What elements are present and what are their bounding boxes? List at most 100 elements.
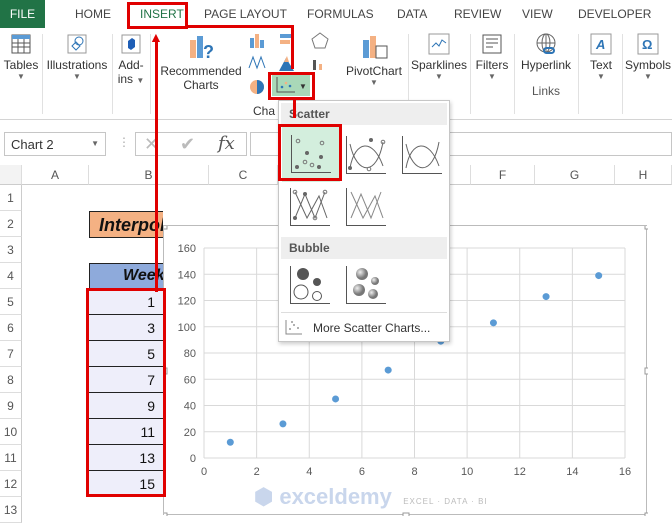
scatter-option-markers[interactable] [282,126,340,182]
data-point [595,272,603,280]
chevron-down-icon: ▼ [91,139,99,148]
insert-function-icon[interactable]: fx [218,133,235,154]
more-icon: ⋮ [118,135,130,149]
row-header[interactable]: 11 [0,445,22,471]
row-header[interactable]: 10 [0,419,22,445]
bar-chart-button[interactable] [278,32,300,53]
name-box[interactable]: Chart 2 ▼ [4,132,106,156]
x-tick-label: 10 [461,466,473,478]
row-header[interactable]: 12 [0,471,22,497]
y-tick-label: 80 [184,348,196,360]
area-chart-button[interactable] [278,54,300,75]
column-header[interactable]: A [22,165,89,185]
tab-formulas[interactable]: FORMULAS [307,7,374,21]
tab-home[interactable]: HOME [75,7,111,21]
week-cell[interactable]: 5 [89,341,163,367]
x-tick-label: 8 [411,466,417,478]
scatter-smooth-lines-markers-icon[interactable] [346,136,386,174]
tab-developer[interactable]: DEVELOPER [578,7,652,21]
filters-label: Filters [475,58,509,72]
title-cell[interactable]: Interpolate in Exc [89,211,163,238]
insert-tab-highlight [127,2,188,29]
symbols-button[interactable]: Ω Symbols ▼ [624,28,672,118]
column-chart-button[interactable] [248,32,270,53]
scatter-smooth-lines-icon[interactable] [402,136,442,174]
arrow-up-icon: ▲ [149,29,163,45]
column-chart-icon [250,34,264,48]
sparklines-button[interactable]: Sparklines ▼ [410,28,468,118]
x-tick-label: 4 [306,466,312,478]
chevron-down-icon: ▼ [488,72,496,81]
links-group-label: Links [531,84,560,98]
column-header[interactable]: F [471,165,535,185]
tab-page-layout[interactable]: PAGE LAYOUT [204,7,287,21]
addins-label-2: ins ▼ [117,72,145,86]
scatter-chart-button[interactable]: ▼ [272,74,310,96]
more-scatter-charts-item[interactable]: More Scatter Charts... [283,319,447,337]
svg-text:?: ? [203,42,214,62]
tab-insert[interactable]: INSERT [140,7,184,21]
symbols-label: Symbols [624,58,671,72]
week-cell[interactable]: 1 [89,289,163,315]
hyperlink-button[interactable]: Hyperlink Links [516,28,576,118]
pie-chart-button[interactable] [248,78,270,99]
y-tick-label: 0 [190,453,196,465]
area-chart-icon [279,56,294,71]
recommended-charts-button[interactable]: ? Recommended Charts [158,28,244,118]
addins-button[interactable]: Add-ins ▼ [115,28,147,118]
pivotchart-button[interactable]: PivotChart ▼ [342,28,406,118]
watermark-tag: EXCEL · DATA · BI [403,497,488,506]
text-box-icon: A [590,33,612,55]
scatter-straight-lines-markers-icon[interactable] [290,188,330,226]
radar-chart-button[interactable] [310,32,332,53]
row-header[interactable]: 5 [0,289,22,315]
addins-icon [121,34,141,54]
ribbon: Tables ▼ Illustrations ▼ Add-ins ▼ ? Recom… [0,28,672,120]
column-header[interactable]: B [89,165,209,185]
x-tick-label: 6 [359,466,365,478]
y-tick-label: 20 [184,427,196,439]
bubble-chart-icon[interactable] [290,266,330,304]
y-tick-label: 40 [184,401,196,413]
week-cell[interactable]: 7 [89,367,163,393]
text-button[interactable]: A Text ▼ [582,28,620,118]
more-scatter-charts-label: More Scatter Charts... [313,321,431,335]
data-range-highlight [86,288,166,497]
select-all-button[interactable] [0,165,22,185]
check-icon[interactable]: ✔ [180,134,196,154]
row-header[interactable]: 6 [0,315,22,341]
week-cell[interactable]: 3 [89,315,163,341]
recommended-charts-icon: ? [190,36,214,62]
week-cell[interactable]: 11 [89,419,163,445]
3d-bubble-chart-icon[interactable] [346,266,386,304]
scatter-dropdown-menu: Scatter Bubble More Scatter Charts... [278,100,450,342]
week-header-cell[interactable]: Week [89,263,163,289]
row-header[interactable]: 9 [0,393,22,419]
column-header[interactable] [450,165,471,185]
column-header[interactable]: C [209,165,278,185]
tab-data[interactable]: DATA [397,7,428,21]
stock-chart-icon [313,60,322,70]
row-header[interactable]: 8 [0,367,22,393]
scatter-straight-lines-icon[interactable] [346,188,386,226]
row-header[interactable]: 2 [0,211,22,237]
week-cell[interactable]: 9 [89,393,163,419]
column-header[interactable]: G [535,165,615,185]
row-header[interactable]: 7 [0,341,22,367]
resize-handle [644,367,652,375]
tab-file[interactable]: FILE [0,0,45,28]
illustrations-button[interactable]: Illustrations ▼ [45,28,109,118]
row-header[interactable]: 4 [0,263,22,289]
week-cell[interactable]: 13 [89,445,163,471]
tab-review[interactable]: REVIEW [454,7,502,21]
column-header[interactable]: H [615,165,672,185]
line-chart-button[interactable] [248,54,270,75]
bar-chart-icon [280,34,294,44]
row-header[interactable]: 3 [0,237,22,263]
filters-button[interactable]: Filters ▼ [472,28,512,118]
stock-chart-button[interactable] [310,54,332,75]
tables-button[interactable]: Tables ▼ [2,28,40,118]
row-header[interactable]: 13 [0,497,22,523]
tab-view[interactable]: VIEW [522,7,553,21]
row-header[interactable]: 1 [0,185,22,211]
